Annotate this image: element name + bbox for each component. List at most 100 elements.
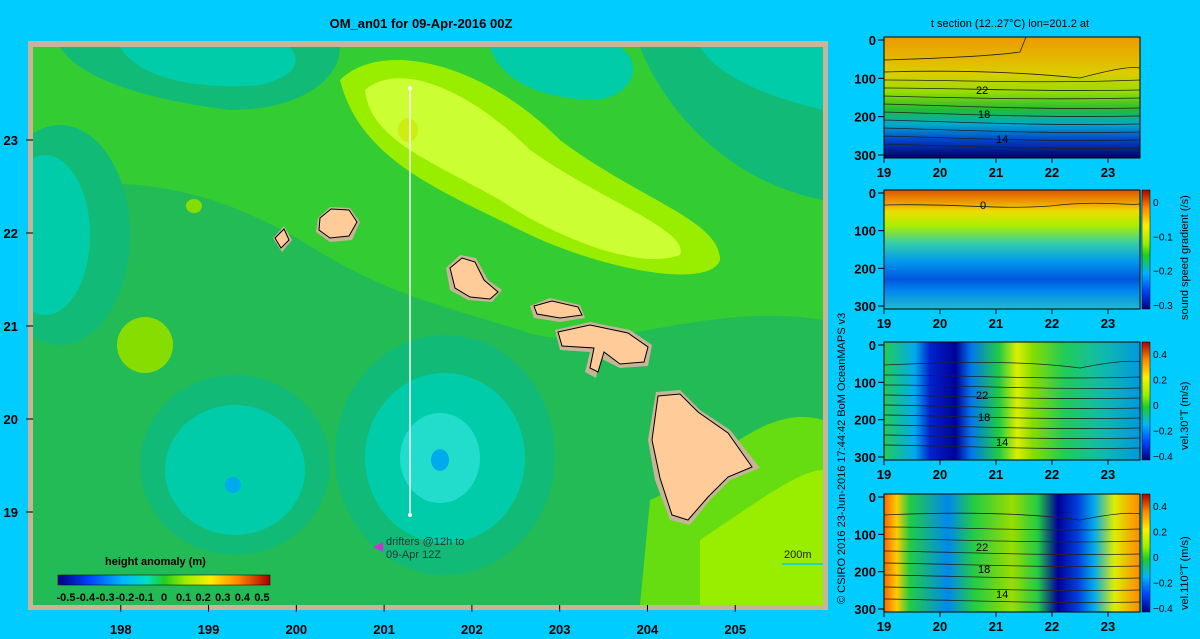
panel-x-tick-label: 21	[989, 619, 1003, 634]
panel-x-tick-label: 23	[1101, 316, 1115, 331]
vel30-contour-label-18: 18	[978, 412, 990, 424]
map-y-tick-label: 19	[4, 505, 18, 520]
panel-colorbar-tick-label: 0	[1153, 553, 1159, 564]
panel-y-tick-label: 300	[854, 602, 876, 617]
panel-x-tick-label: 23	[1101, 165, 1115, 180]
panel-temperature: 22 18 14	[883, 36, 1141, 159]
vel110-contours	[883, 512, 1141, 603]
map-title: OM_an01 for 09-Apr-2016 00Z	[330, 16, 513, 31]
map-x-tick-label: 203	[549, 622, 571, 637]
panel-colorbar-tick-label: −0.2	[1153, 267, 1173, 278]
map-x-tick-label: 200	[285, 622, 307, 637]
vel30-heatmap	[884, 342, 1140, 460]
ssg-colorbar	[1141, 189, 1151, 310]
panel-y-tick-label: 0	[869, 33, 876, 48]
panel-colorbar-tick-label: −0.3	[1153, 301, 1173, 312]
panel-x-tick-label: 20	[933, 165, 947, 180]
vel110-heatmap	[884, 494, 1140, 612]
panel-colorbar-tick-label: −0.1	[1153, 232, 1173, 243]
temp-contour-label-22: 22	[976, 85, 988, 97]
panel-y-tick-label: 0	[869, 338, 876, 353]
panel-colorbar-tick-label: 0	[1153, 401, 1159, 412]
panel-sound-speed: 0 sound speed gradient (/s)	[883, 189, 1191, 320]
panel-colorbar-tick-label: 0.4	[1153, 350, 1167, 361]
panel-x-tick-label: 20	[933, 316, 947, 331]
panel-y-tick-label: 100	[854, 527, 876, 542]
map-y-tick-label: 22	[4, 226, 18, 241]
panel-y-tick-label: 100	[854, 375, 876, 390]
panel-colorbar-tick-label: 0	[1153, 198, 1159, 209]
colorbar-tick-label: -0.4	[76, 592, 96, 604]
map-y-tick-label: 20	[4, 412, 18, 427]
map-y-tick-label: 21	[4, 319, 18, 334]
panel-x-tick-label: 21	[989, 165, 1003, 180]
colorbar-tick-label: -0.3	[96, 592, 115, 604]
vel110-colorbar-label: vel.110°T (m/s)	[1179, 536, 1191, 610]
colorbar-tick-label: -0.5	[57, 592, 76, 604]
colorbar-tick-label: 0.2	[196, 592, 211, 604]
vel110-contour-label-18: 18	[978, 564, 990, 576]
scale-label: 200m	[784, 549, 812, 561]
panel-x-tick-label: 23	[1101, 467, 1115, 482]
panel-y-tick-label: 200	[854, 261, 876, 276]
vel30-colorbar-label: vel.30°T (m/s)	[1179, 382, 1191, 450]
drifters-label-1: drifters @12h to	[386, 536, 464, 548]
vel30-contours	[883, 360, 1141, 449]
temp-heatmap	[884, 37, 1140, 158]
panel-colorbar-tick-label: 0.2	[1153, 376, 1167, 387]
colorbar-tick-label: 0.4	[235, 592, 251, 604]
colorbar	[57, 574, 271, 586]
map-y-tick-label: 23	[4, 133, 18, 148]
vel110-colorbar	[1141, 493, 1151, 613]
map-x-tick-label: 205	[724, 622, 746, 637]
vel30-colorbar	[1141, 341, 1151, 461]
panel-vel110: 22 18 14 vel.110°T (m/s)	[883, 493, 1191, 613]
colorbar-tick-label: 0.1	[176, 592, 191, 604]
panel-y-tick-label: 200	[854, 110, 876, 125]
map-y-axis: 23 22 21 20 19	[4, 133, 33, 520]
vel110-contour-label-22: 22	[976, 542, 988, 554]
ssg-colorbar-label: sound speed gradient (/s)	[1179, 195, 1191, 320]
section-title: t section (12..27°C) lon=201.2 at	[931, 18, 1089, 30]
panel-x-tick-label: 22	[1045, 165, 1059, 180]
panel-y-tick-label: 300	[854, 299, 876, 314]
map-x-tick-label: 198	[110, 622, 132, 637]
panel-x-tick-label: 23	[1101, 619, 1115, 634]
panel-y-tick-label: 300	[854, 450, 876, 465]
panel-colorbar-tick-label: −0.2	[1153, 427, 1173, 438]
panel-y-tick-label: 100	[854, 224, 876, 239]
colorbar-tick-label: -0.1	[135, 592, 154, 604]
panel-colorbar-tick-label: −0.2	[1153, 579, 1173, 590]
temp-contour-label-14: 14	[996, 134, 1008, 146]
ssg-contour-label-0: 0	[980, 200, 986, 212]
panel-x-tick-label: 22	[1045, 467, 1059, 482]
panel-colorbar-tick-label: −0.4	[1153, 452, 1173, 463]
panel-y-tick-label: 0	[869, 186, 876, 201]
vel30-contour-label-22: 22	[976, 390, 988, 402]
panel-y-tick-label: 300	[854, 148, 876, 163]
colorbar-tick-label: -0.2	[115, 592, 134, 604]
temp-contours	[883, 36, 1141, 149]
panel-vel30: 22 18 14 vel.30°T (m/s)	[883, 341, 1191, 461]
map-x-axis: 198 199 200 201 202 203 204 205	[110, 605, 746, 637]
vel110-contour-label-14: 14	[996, 589, 1008, 601]
panel-colorbar-tick-label: 0.2	[1153, 528, 1167, 539]
vel30-contour-label-14: 14	[996, 437, 1008, 449]
map-x-tick-label: 201	[373, 622, 395, 637]
panel-x-tick-label: 19	[877, 316, 891, 331]
temp-contour-label-18: 18	[978, 109, 990, 121]
map-x-tick-label: 199	[198, 622, 220, 637]
map-heatmap: drifters @12h to 09-Apr 12Z 200m height …	[33, 47, 823, 605]
colorbar-title: height anomaly (m)	[105, 556, 206, 568]
panel-x-tick-label: 19	[877, 619, 891, 634]
drifter-marker	[373, 542, 383, 552]
colorbar-ticks: -0.5 -0.4 -0.3 -0.2 -0.1 0 0.1 0.2 0.3 0.4 0.5	[57, 592, 270, 604]
panel-x-tick-label: 22	[1045, 619, 1059, 634]
map-x-tick-label: 204	[637, 622, 659, 637]
panel-x-tick-label: 21	[989, 467, 1003, 482]
drifters-label-2: 09-Apr 12Z	[386, 549, 441, 561]
ssg-heatmap	[884, 190, 1140, 309]
panel-y-tick-label: 0	[869, 490, 876, 505]
colorbar-tick-label: 0.5	[254, 592, 269, 604]
